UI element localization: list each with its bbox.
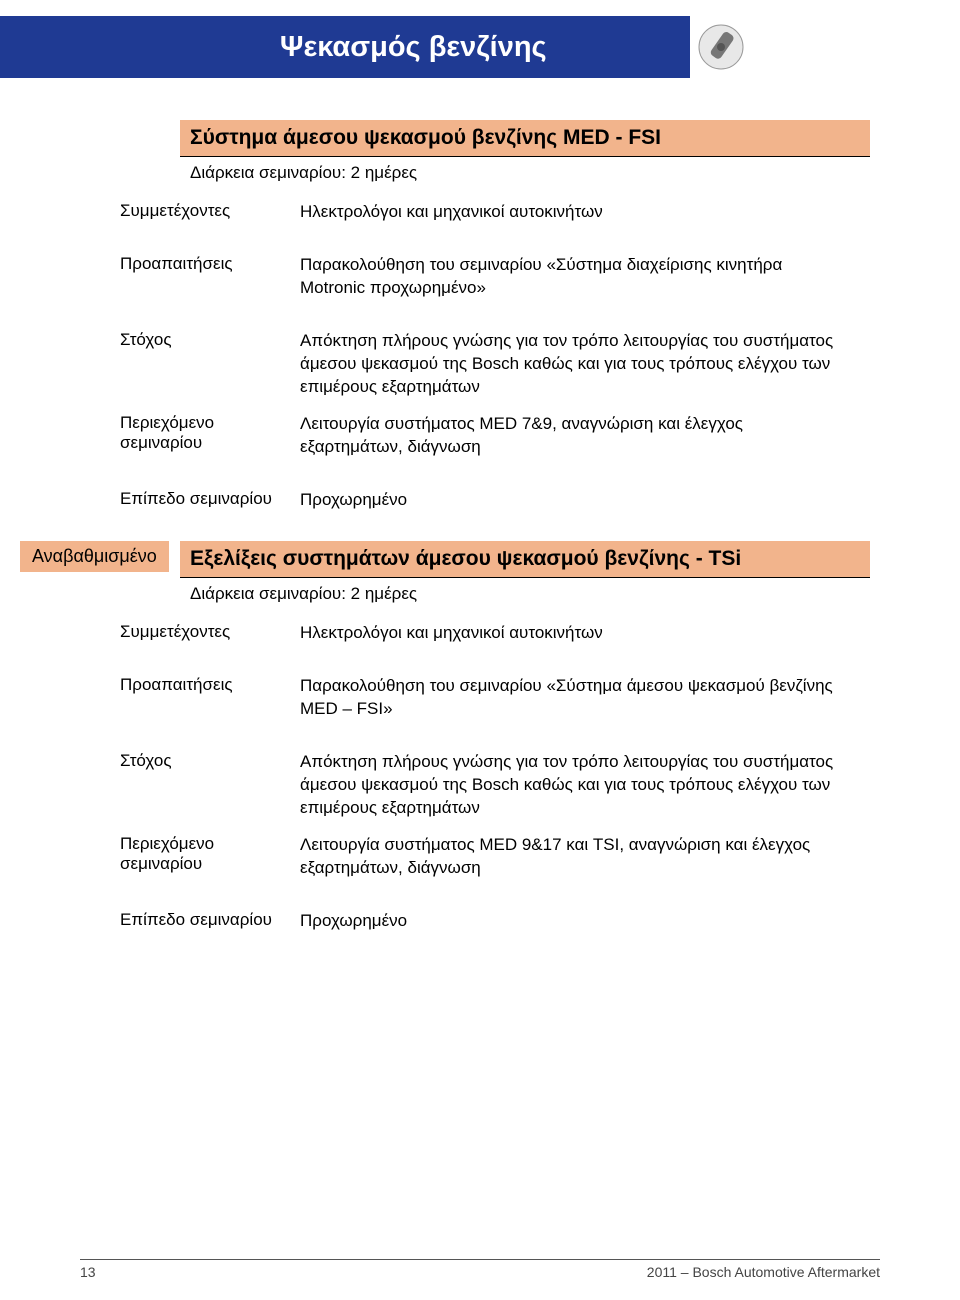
- page-number: 13: [80, 1264, 96, 1280]
- value-goal-2: Απόκτηση πλήρους γνώσης για τον τρόπο λε…: [300, 751, 870, 820]
- value-level-2: Προχωρημένο: [300, 910, 870, 933]
- page-footer: 13 2011 – Bosch Automotive Aftermarket: [80, 1259, 880, 1280]
- row-participants-2: Συμμετέχοντες Ηλεκτρολόγοι και μηχανικοί…: [110, 622, 870, 645]
- label-level: Επίπεδο σεμιναρίου: [110, 489, 300, 512]
- row-prerequisites-2: Προαπαιτήσεις Παρακολούθηση του σεμιναρί…: [110, 675, 870, 721]
- row-content: Περιεχόμενο σεμιναρίου Λειτουργία συστήμ…: [110, 413, 870, 459]
- header-icon: [690, 16, 752, 78]
- course-2-heading: Εξελίξεις συστημάτων άμεσου ψεκασμού βεν…: [180, 541, 870, 578]
- row-prerequisites: Προαπαιτήσεις Παρακολούθηση του σεμιναρί…: [110, 254, 870, 300]
- label-content: Περιεχόμενο σεμιναρίου: [110, 413, 300, 459]
- label-content-2: Περιεχόμενο σεμιναρίου: [110, 834, 300, 880]
- label-goal-2: Στόχος: [110, 751, 300, 820]
- page-header: Ψεκασμός βενζίνης: [0, 16, 752, 78]
- course-2-duration: Διάρκεια σεμιναρίου: 2 ημέρες: [190, 578, 870, 622]
- value-content-2: Λειτουργία συστήματος MED 9&17 και TSI, …: [300, 834, 870, 880]
- course-1: Σύστημα άμεσου ψεκασμού βενζίνης MED - F…: [110, 120, 870, 511]
- page-title: Ψεκασμός βενζίνης: [280, 31, 547, 64]
- row-goal-2: Στόχος Απόκτηση πλήρους γνώσης για τον τ…: [110, 751, 870, 820]
- course-2: Αναβαθμισμένο Εξελίξεις συστημάτων άμεσο…: [110, 541, 870, 932]
- upgraded-badge: Αναβαθμισμένο: [20, 541, 169, 572]
- label-participants: Συμμετέχοντες: [110, 201, 300, 224]
- value-participants: Ηλεκτρολόγοι και μηχανικοί αυτοκινήτων: [300, 201, 870, 224]
- label-goal: Στόχος: [110, 330, 300, 399]
- row-goal: Στόχος Απόκτηση πλήρους γνώσης για τον τ…: [110, 330, 870, 399]
- footer-right: 2011 – Bosch Automotive Aftermarket: [647, 1264, 880, 1280]
- header-blue-band: Ψεκασμός βενζίνης: [0, 16, 690, 78]
- value-content: Λειτουργία συστήματος MED 7&9, αναγνώρισ…: [300, 413, 870, 459]
- row-level: Επίπεδο σεμιναρίου Προχωρημένο: [110, 489, 870, 512]
- row-content-2: Περιεχόμενο σεμιναρίου Λειτουργία συστήμ…: [110, 834, 870, 880]
- value-prerequisites-2: Παρακολούθηση του σεμιναρίου «Σύστημα άμ…: [300, 675, 870, 721]
- course-1-heading: Σύστημα άμεσου ψεκασμού βενζίνης MED - F…: [180, 120, 870, 157]
- value-participants-2: Ηλεκτρολόγοι και μηχανικοί αυτοκινήτων: [300, 622, 870, 645]
- value-level: Προχωρημένο: [300, 489, 870, 512]
- row-level-2: Επίπεδο σεμιναρίου Προχωρημένο: [110, 910, 870, 933]
- value-goal: Απόκτηση πλήρους γνώσης για τον τρόπο λε…: [300, 330, 870, 399]
- row-participants: Συμμετέχοντες Ηλεκτρολόγοι και μηχανικοί…: [110, 201, 870, 224]
- label-participants-2: Συμμετέχοντες: [110, 622, 300, 645]
- label-level-2: Επίπεδο σεμιναρίου: [110, 910, 300, 933]
- label-prerequisites-2: Προαπαιτήσεις: [110, 675, 300, 721]
- label-prerequisites: Προαπαιτήσεις: [110, 254, 300, 300]
- course-1-duration: Διάρκεια σεμιναρίου: 2 ημέρες: [190, 157, 870, 201]
- value-prerequisites: Παρακολούθηση του σεμιναρίου «Σύστημα δι…: [300, 254, 870, 300]
